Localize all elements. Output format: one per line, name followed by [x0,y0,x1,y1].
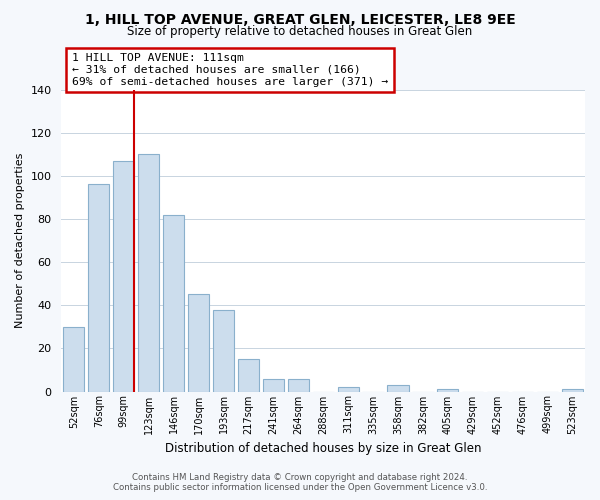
X-axis label: Distribution of detached houses by size in Great Glen: Distribution of detached houses by size … [165,442,481,455]
Bar [213,310,234,392]
Y-axis label: Number of detached properties: Number of detached properties [15,153,25,328]
Bar [263,378,284,392]
Bar [188,294,209,392]
Bar [562,390,583,392]
Text: Size of property relative to detached houses in Great Glen: Size of property relative to detached ho… [127,25,473,38]
Bar [88,184,109,392]
Text: 1, HILL TOP AVENUE, GREAT GLEN, LEICESTER, LE8 9EE: 1, HILL TOP AVENUE, GREAT GLEN, LEICESTE… [85,12,515,26]
Text: Contains HM Land Registry data © Crown copyright and database right 2024.
Contai: Contains HM Land Registry data © Crown c… [113,473,487,492]
Bar [287,378,309,392]
Bar [63,327,85,392]
Bar [388,385,409,392]
Bar [238,359,259,392]
Text: 1 HILL TOP AVENUE: 111sqm
← 31% of detached houses are smaller (166)
69% of semi: 1 HILL TOP AVENUE: 111sqm ← 31% of detac… [72,54,388,86]
Bar [138,154,159,392]
Bar [163,214,184,392]
Bar [113,160,134,392]
Bar [338,387,359,392]
Bar [437,390,458,392]
